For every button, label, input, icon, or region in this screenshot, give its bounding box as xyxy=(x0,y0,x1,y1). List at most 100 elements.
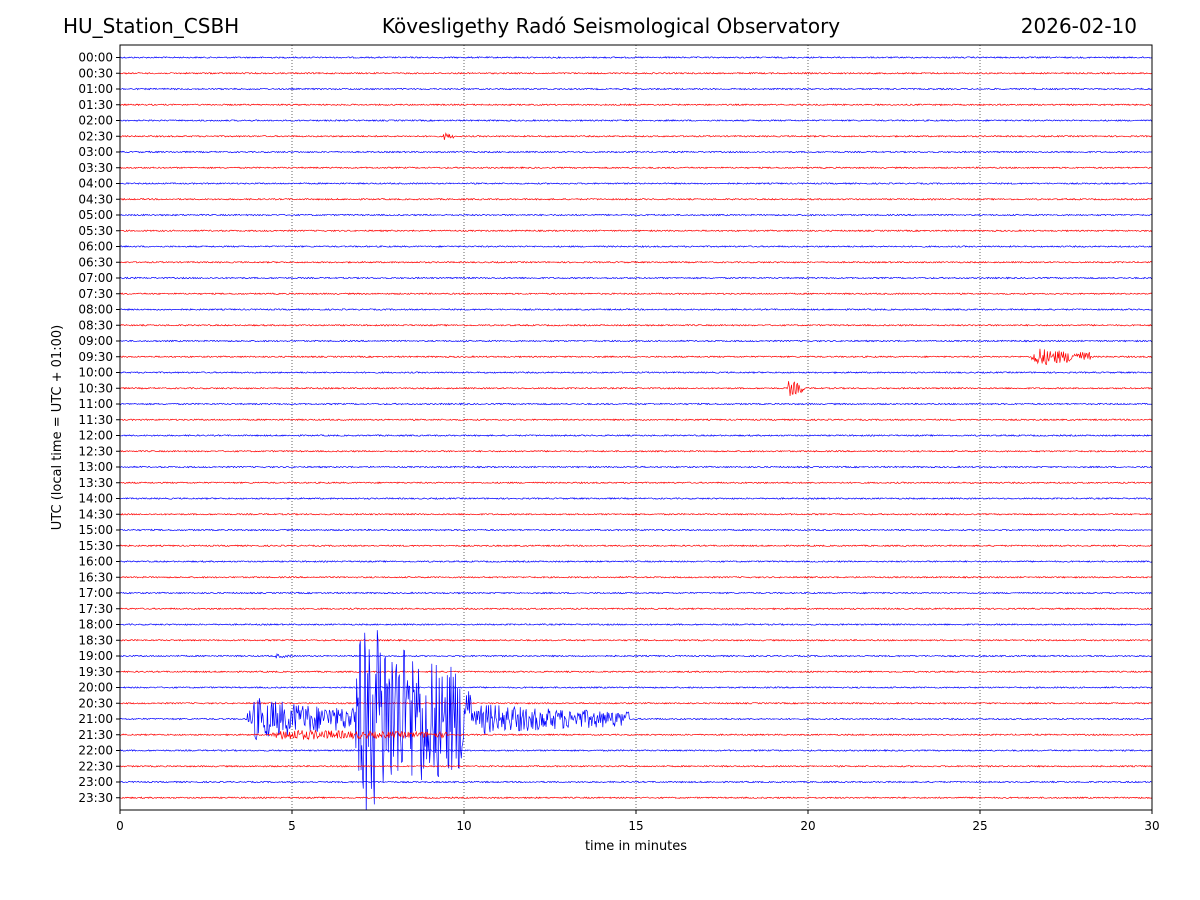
y-tick-label: 11:00 xyxy=(78,397,113,411)
y-tick-label: 16:00 xyxy=(78,555,113,569)
trace-line xyxy=(120,103,1152,107)
y-tick-label: 16:30 xyxy=(78,570,113,584)
y-tick-label: 13:00 xyxy=(78,460,113,474)
y-tick-label: 17:00 xyxy=(78,586,113,600)
x-tick-label: 5 xyxy=(288,819,296,833)
y-tick-label: 01:30 xyxy=(78,98,113,112)
trace-line xyxy=(120,764,1152,768)
x-tick-label: 25 xyxy=(972,819,987,833)
station-name: HU_Station_CSBH xyxy=(63,14,240,38)
y-tick-label: 21:00 xyxy=(78,712,113,726)
trace-line xyxy=(120,780,1152,784)
trace-line xyxy=(120,701,1152,705)
y-tick-label: 05:30 xyxy=(78,224,113,238)
y-tick-label: 15:30 xyxy=(78,539,113,553)
trace-line xyxy=(120,623,1152,626)
x-tick-label: 15 xyxy=(628,819,643,833)
y-tick-label: 00:00 xyxy=(78,51,113,65)
y-tick-label: 10:30 xyxy=(78,381,113,395)
observatory-title: Kövesligethy Radó Seismological Observat… xyxy=(381,14,841,38)
y-tick-label: 12:00 xyxy=(78,429,113,443)
y-tick-label: 08:30 xyxy=(78,318,113,332)
y-tick-label: 10:00 xyxy=(78,366,113,380)
trace-line xyxy=(120,348,1152,365)
trace-line xyxy=(120,87,1152,91)
trace-line xyxy=(120,381,1152,397)
y-tick-label: 22:00 xyxy=(78,744,113,758)
trace-line xyxy=(120,465,1152,469)
y-tick-label: 00:30 xyxy=(78,66,113,80)
trace-line xyxy=(120,132,1152,140)
trace-line xyxy=(120,119,1152,122)
trace-line xyxy=(120,528,1152,532)
y-tick-label: 19:00 xyxy=(78,649,113,663)
y-tick-label: 22:30 xyxy=(78,759,113,773)
trace-line xyxy=(120,653,1152,659)
y-tick-label: 06:30 xyxy=(78,255,113,269)
y-tick-label: 21:30 xyxy=(78,728,113,742)
y-tick-label: 03:00 xyxy=(78,145,113,159)
trace-line xyxy=(120,166,1152,170)
trace-line xyxy=(120,323,1152,327)
y-tick-label: 09:00 xyxy=(78,334,113,348)
trace-line xyxy=(120,213,1152,217)
y-tick-label: 15:00 xyxy=(78,523,113,537)
y-tick-label: 05:00 xyxy=(78,208,113,222)
y-tick-label: 04:30 xyxy=(78,192,113,206)
y-tick-label: 23:30 xyxy=(78,791,113,805)
trace-line xyxy=(120,197,1152,201)
trace-line xyxy=(120,591,1152,595)
trace-line xyxy=(120,638,1152,642)
trace-line xyxy=(120,796,1152,800)
trace-line xyxy=(120,339,1152,343)
trace-line xyxy=(120,292,1152,296)
trace-line xyxy=(120,229,1152,233)
trace-line xyxy=(120,749,1152,752)
y-tick-label: 14:30 xyxy=(78,507,113,521)
trace-line xyxy=(120,544,1152,548)
y-tick-label: 02:30 xyxy=(78,129,113,143)
x-tick-label: 30 xyxy=(1144,819,1159,833)
trace-line xyxy=(120,418,1152,422)
y-tick-label: 23:00 xyxy=(78,775,113,789)
trace-line xyxy=(120,686,1152,689)
trace-line xyxy=(120,630,1152,810)
y-tick-label: 04:00 xyxy=(78,177,113,191)
trace-line xyxy=(120,371,1152,374)
y-tick-label: 18:30 xyxy=(78,633,113,647)
y-tick-label: 03:30 xyxy=(78,161,113,175)
trace-line xyxy=(120,71,1152,75)
y-tick-label: 14:00 xyxy=(78,492,113,506)
trace-line xyxy=(120,575,1152,579)
trace-line xyxy=(120,497,1152,500)
y-tick-label: 09:30 xyxy=(78,350,113,364)
y-tick-label: 11:30 xyxy=(78,413,113,427)
x-axis-label: time in minutes xyxy=(585,839,687,854)
y-tick-label: 13:30 xyxy=(78,476,113,490)
trace-line xyxy=(120,670,1152,674)
trace-line xyxy=(120,245,1152,248)
y-tick-label: 12:30 xyxy=(78,444,113,458)
trace-line xyxy=(120,308,1152,311)
x-tick-label: 0 xyxy=(116,819,124,833)
trace-line xyxy=(120,481,1152,485)
trace-line xyxy=(120,260,1152,264)
x-tick-label: 10 xyxy=(456,819,471,833)
trace-line xyxy=(120,276,1152,280)
trace-line xyxy=(120,402,1152,406)
trace-line xyxy=(120,56,1152,59)
y-tick-label: 07:00 xyxy=(78,271,113,285)
x-tick-label: 20 xyxy=(800,819,815,833)
trace-line xyxy=(120,607,1152,611)
y-tick-label: 20:00 xyxy=(78,681,113,695)
y-tick-label: 06:00 xyxy=(78,240,113,254)
trace-line xyxy=(120,434,1152,437)
trace-line xyxy=(120,150,1152,154)
trace-line xyxy=(120,449,1152,453)
y-tick-label: 02:00 xyxy=(78,114,113,128)
trace-group xyxy=(120,56,1152,810)
y-tick-label: 17:30 xyxy=(78,602,113,616)
y-tick-label: 07:30 xyxy=(78,287,113,301)
y-axis-label: UTC (local time = UTC + 01:00) xyxy=(50,325,65,530)
